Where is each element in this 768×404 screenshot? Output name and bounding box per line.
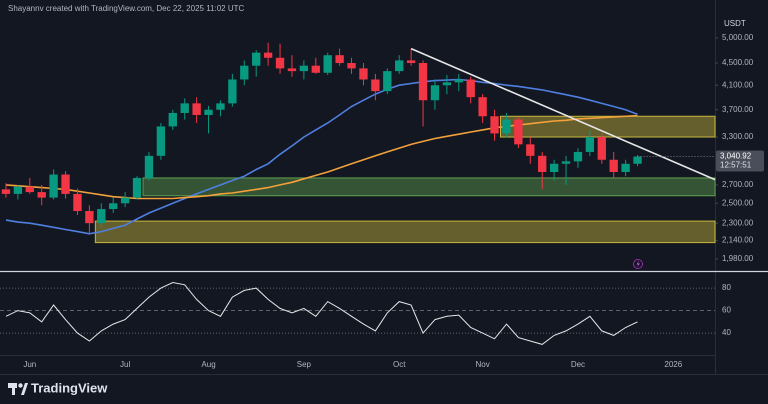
candle-body bbox=[240, 65, 249, 80]
candle-body bbox=[406, 60, 416, 64]
candle-body bbox=[144, 155, 154, 178]
candle-body bbox=[633, 156, 642, 164]
logo-part bbox=[12, 383, 15, 395]
candle-body bbox=[61, 174, 70, 194]
x-tick-label: 2026 bbox=[664, 360, 682, 369]
candle-body bbox=[538, 155, 547, 173]
brand-logo: TradingView bbox=[8, 380, 108, 395]
zone bbox=[142, 177, 716, 197]
candle-body bbox=[287, 68, 297, 72]
alert-bolt bbox=[636, 260, 640, 268]
candle-body bbox=[430, 85, 440, 101]
candle-body bbox=[502, 119, 511, 134]
rsi-tick-label: 80 bbox=[722, 283, 731, 292]
countdown: 12:57:51 bbox=[720, 161, 752, 170]
candle-body bbox=[180, 103, 189, 113]
candle-body bbox=[466, 79, 475, 98]
last-price-tag bbox=[716, 150, 764, 172]
candle-body bbox=[311, 65, 320, 73]
x-tick-label: Jun bbox=[23, 360, 36, 369]
candle-body bbox=[359, 68, 368, 80]
candle-body bbox=[49, 174, 58, 198]
candle-body bbox=[561, 161, 571, 164]
y-tick-label: 5,000.00 bbox=[722, 33, 754, 42]
y-tick-label: 2,140.00 bbox=[722, 235, 754, 244]
logo-part bbox=[21, 383, 28, 395]
candle-body bbox=[621, 163, 630, 173]
brand: TradingView bbox=[31, 380, 108, 395]
candle-body bbox=[156, 126, 166, 156]
x-tick-label: Jul bbox=[120, 360, 130, 369]
logo-part bbox=[18, 383, 23, 388]
zone bbox=[94, 220, 716, 244]
candle-body bbox=[204, 109, 213, 115]
candle-body bbox=[1, 189, 11, 194]
y-tick-label: 1,980.00 bbox=[722, 254, 754, 263]
candle-body bbox=[85, 211, 94, 224]
candle-body bbox=[252, 52, 261, 66]
zones bbox=[94, 115, 716, 244]
candle-body bbox=[335, 55, 344, 64]
candle-body bbox=[347, 63, 356, 69]
alert-icon bbox=[633, 259, 643, 269]
currency: USDT bbox=[724, 19, 746, 28]
candle-body bbox=[323, 55, 332, 73]
x-tick-label: Nov bbox=[476, 360, 490, 369]
candle-body bbox=[371, 79, 380, 92]
candle-body bbox=[597, 137, 606, 160]
candle-body bbox=[514, 119, 523, 145]
y-tick-label: 3,300.00 bbox=[722, 132, 754, 141]
x-tick-label: Aug bbox=[201, 360, 215, 369]
candle-body bbox=[13, 186, 23, 194]
candle-body bbox=[454, 79, 463, 83]
trendline bbox=[410, 47, 716, 181]
y-tick-label: 2,300.00 bbox=[722, 218, 754, 227]
alert-circle bbox=[633, 259, 643, 269]
y-tick-label: 2,500.00 bbox=[722, 198, 754, 207]
x-tick-label: Sep bbox=[297, 360, 312, 369]
candle-body bbox=[395, 60, 404, 72]
y-tick-label: 2,700.00 bbox=[722, 180, 754, 189]
candle-body bbox=[120, 197, 130, 204]
candle-body bbox=[73, 193, 82, 212]
rsi-tick-label: 40 bbox=[722, 328, 731, 337]
y-tick-label: 4,500.00 bbox=[722, 58, 754, 67]
candle-body bbox=[132, 177, 142, 198]
candle-body bbox=[275, 57, 285, 69]
moving-average bbox=[5, 114, 638, 200]
candle-body bbox=[383, 71, 392, 92]
moving-average bbox=[5, 78, 638, 235]
candle-body bbox=[299, 65, 309, 72]
candle-body bbox=[573, 151, 583, 162]
x-tick-label: Oct bbox=[393, 360, 406, 369]
candle-body bbox=[609, 159, 618, 173]
x-tick-label: Dec bbox=[571, 360, 585, 369]
candle-body bbox=[37, 192, 46, 198]
y-tick-label: 3,700.00 bbox=[722, 105, 754, 114]
candle-body bbox=[216, 103, 225, 110]
candle-body bbox=[549, 163, 559, 173]
candle-body bbox=[478, 97, 487, 117]
candle-body bbox=[109, 203, 118, 210]
y-tick-label: 4,100.00 bbox=[722, 80, 754, 89]
candle-body bbox=[585, 137, 595, 152]
credit: Shayannv created with TradingView.com, D… bbox=[8, 4, 245, 13]
rsi-line bbox=[5, 281, 638, 345]
last-price-label: 3,040.92 bbox=[720, 152, 752, 161]
candle-body bbox=[192, 103, 201, 115]
candle-body bbox=[418, 63, 428, 101]
candle-body bbox=[442, 82, 452, 86]
candle-body bbox=[526, 144, 535, 156]
rsi-tick-label: 60 bbox=[722, 306, 731, 315]
candle-body bbox=[263, 52, 273, 58]
candle-body bbox=[97, 209, 106, 224]
candle-body bbox=[490, 116, 499, 134]
candle-body bbox=[228, 79, 237, 104]
candle-body bbox=[25, 186, 34, 193]
candle-body bbox=[168, 112, 177, 127]
candles bbox=[1, 42, 642, 234]
